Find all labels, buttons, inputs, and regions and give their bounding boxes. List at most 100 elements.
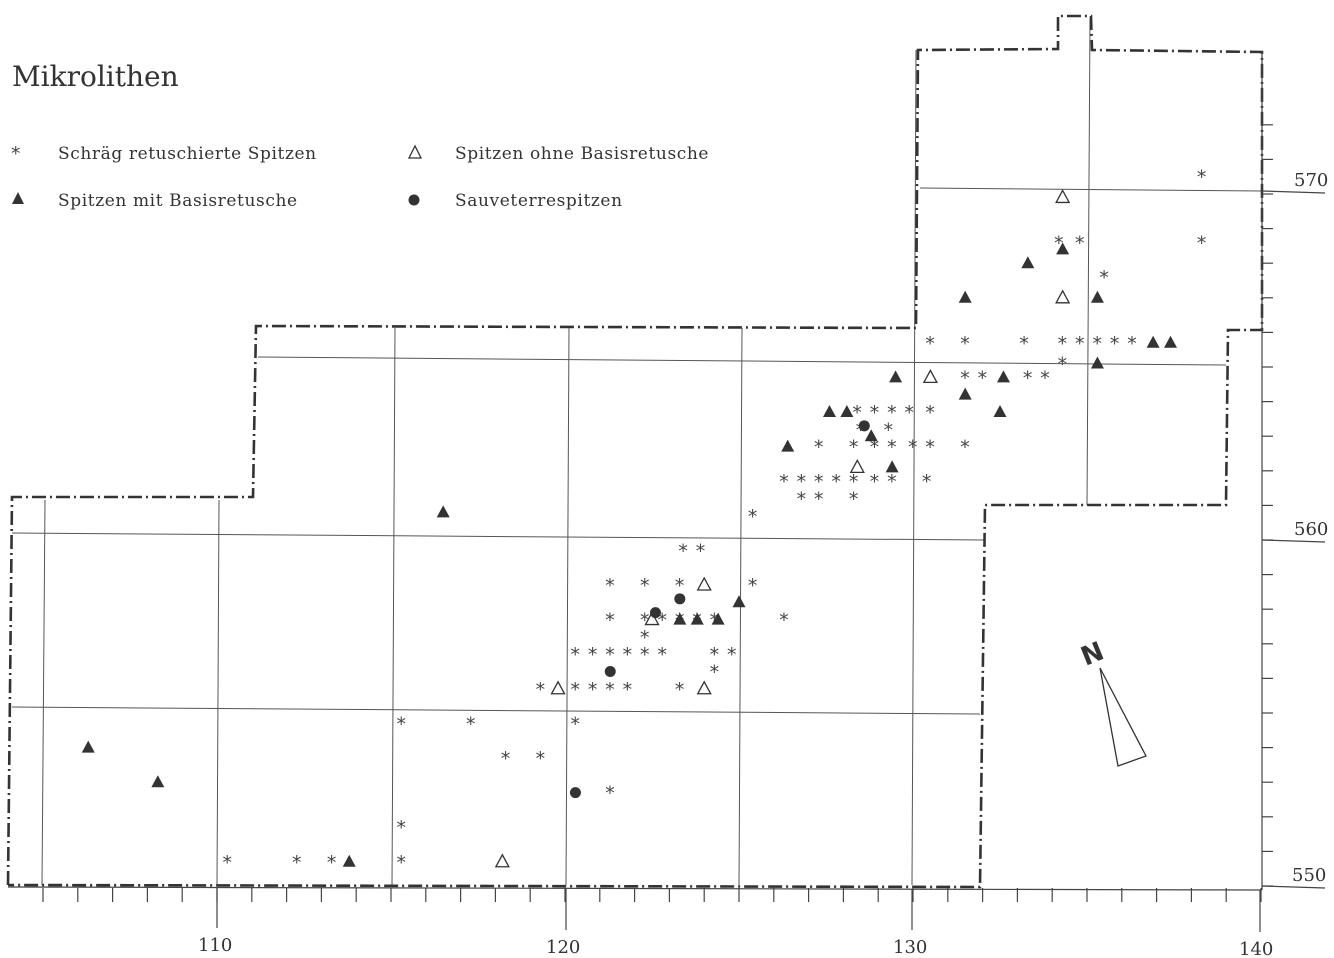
easting-axis: 110 120 130 140 [7,886,1273,958]
open-triangle-point [696,680,712,695]
star-point: * [569,713,580,735]
star-point: * [778,610,789,632]
grid-line-v [41,499,46,886]
filled-triangle-icon [12,192,24,204]
x-tick-label: 130 [893,937,927,958]
legend-item-star: * Schräg retuschierte Spitzen [10,143,317,165]
legend-label-dot: Sauveterrespitzen [455,191,623,211]
grid-line-h [11,706,981,715]
grid-line-v [1086,17,1091,506]
filled-triangle-point [342,854,356,867]
star-point: * [395,852,406,874]
star-point: * [674,575,685,597]
star-point: * [1022,367,1033,389]
filled-triangle-point [690,612,704,625]
filled-triangle-point [996,370,1010,383]
open-triangle-point [494,853,510,868]
filled-triangle-point [885,460,899,473]
star-point: * [639,627,650,649]
star-symbol-icon: * [10,143,21,165]
star-point: * [869,471,880,493]
star-point: * [709,644,720,666]
grid-line-h [919,187,1263,192]
star-point: * [848,488,859,510]
legend-item-dot: Sauveterrespitzen [408,191,623,211]
filled-triangle-point [1090,290,1104,303]
star-point: * [587,679,598,701]
grid-line-h [257,356,1227,366]
star-point: * [1057,354,1068,376]
star-point: * [695,540,706,562]
filled-triangle-point [889,370,903,383]
star-point: * [924,333,935,355]
star-point: * [813,488,824,510]
filled-triangle-point [673,612,687,625]
star-point: * [535,679,546,701]
legend-label-triangle-open: Spitzen ohne Basisretusche [455,144,709,164]
star-point: * [569,644,580,666]
open-triangle-point [696,576,712,591]
filled-triangle-point [1056,242,1070,255]
filled-triangle-point [711,612,725,625]
x-tick-label: 120 [546,937,580,958]
star-point: * [656,644,667,666]
star-point: * [747,575,758,597]
filled-triangle-point [864,429,878,442]
open-triangle-point [1055,189,1071,204]
star-point: * [709,661,720,683]
star-point: * [604,610,615,632]
star-point: * [604,679,615,701]
star-point: * [622,679,633,701]
filled-triangle-point [822,404,836,417]
star-point: * [886,402,897,424]
filled-triangle-point [958,290,972,303]
star-point: * [904,402,915,424]
star-point: * [1074,333,1085,355]
legend-label-star: Schräg retuschierte Spitzen [58,144,317,164]
star-point: * [869,402,880,424]
filled-triangle-point [1090,356,1104,369]
star-point: * [291,852,302,874]
dot-point [649,607,661,619]
filled-triangle-point [840,404,854,417]
northing-major-line [1261,190,1326,194]
legend-label-triangle-filled: Spitzen mit Basisretusche [58,191,298,211]
star-point: * [813,437,824,459]
star-point: * [851,402,862,424]
open-triangle-icon [407,144,423,159]
star-point: * [656,610,667,632]
star-point: * [326,852,337,874]
dot-point [604,665,616,677]
grid-line-v [216,499,220,886]
open-triangle-point [1055,289,1071,304]
star-point: * [587,644,598,666]
star-point: * [674,679,685,701]
star-point: * [921,471,932,493]
star-point: * [395,713,406,735]
star-point: * [1018,333,1029,355]
north-arrow-icon [1099,667,1147,767]
open-triangle-point [922,369,938,384]
star-point: * [886,437,897,459]
grid-line-v [565,327,570,886]
star-point: * [855,419,866,441]
star-point: * [886,471,897,493]
star-point: * [1074,232,1085,254]
filled-triangle-point [151,775,165,788]
grid-line-v [911,49,917,886]
star-point: * [465,713,476,735]
filled-triangle-point [1021,256,1035,269]
star-point: * [639,575,650,597]
filled-triangle-point [958,387,972,400]
star-point: * [924,437,935,459]
star-point: * [569,679,580,701]
star-point: * [869,437,880,459]
star-point: * [221,852,232,874]
filled-triangle-point [436,505,450,518]
dot-point [858,420,870,432]
star-point: * [778,471,789,493]
star-point: * [883,419,894,441]
north-label: N [1077,637,1108,673]
star-point: * [959,437,970,459]
star-point: * [977,367,988,389]
